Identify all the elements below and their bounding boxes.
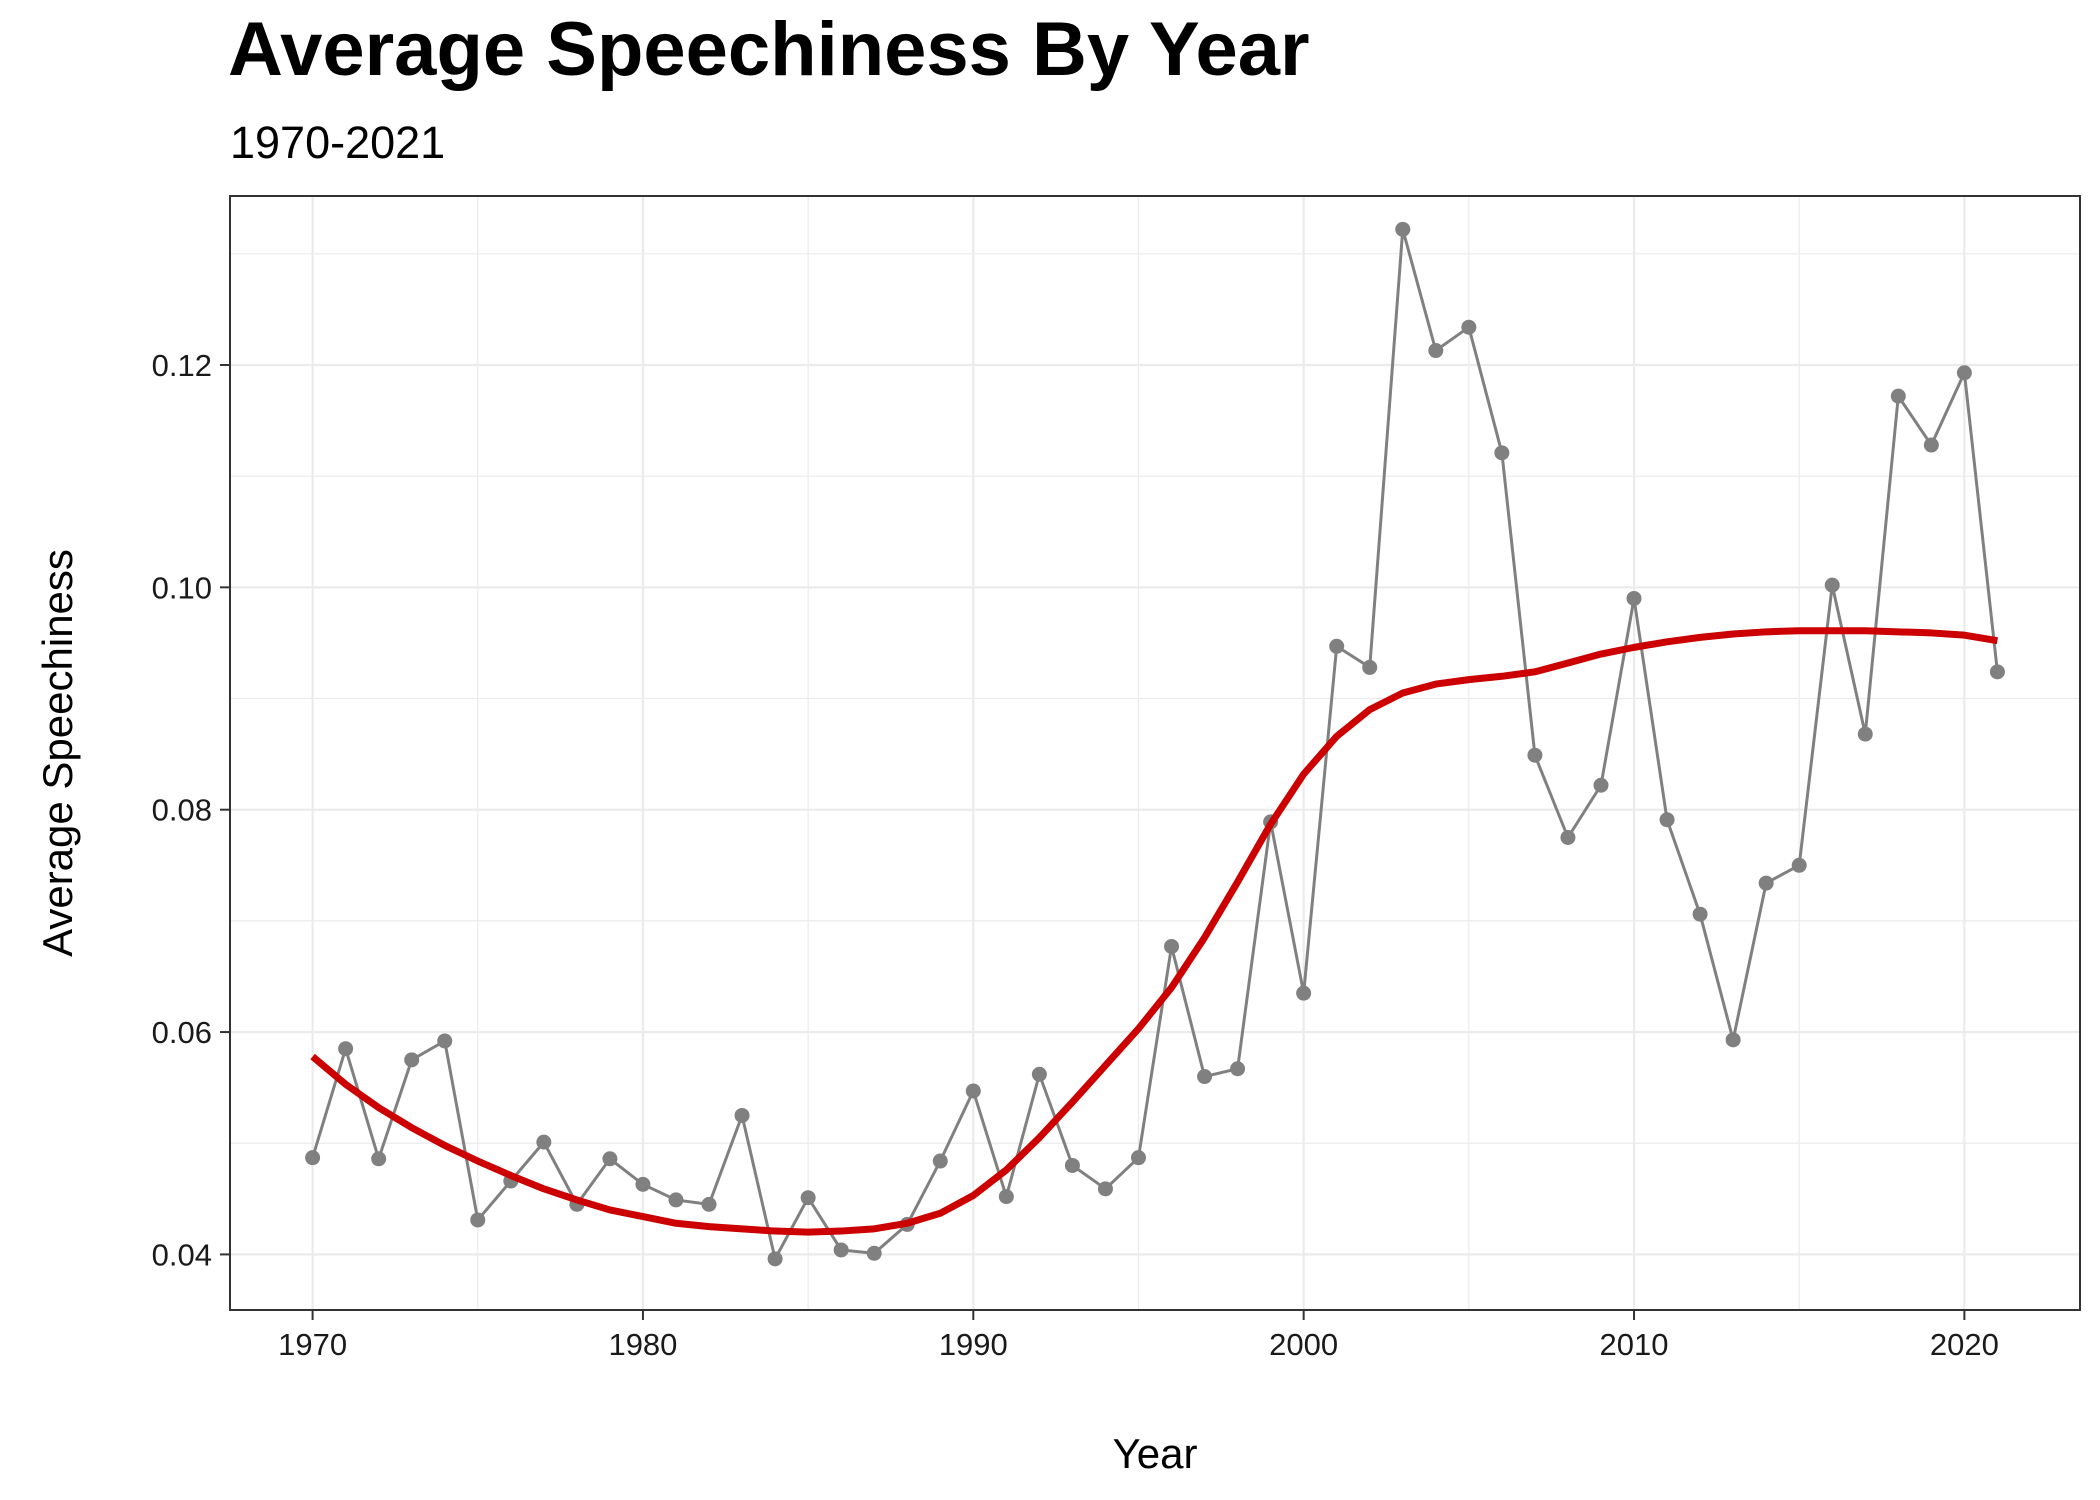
y-tick-label: 0.12 bbox=[152, 348, 212, 383]
data-point bbox=[1031, 1066, 1047, 1082]
data-point bbox=[1758, 875, 1774, 891]
chart-subtitle: 1970-2021 bbox=[230, 117, 446, 168]
data-point bbox=[1395, 221, 1411, 237]
data-point bbox=[470, 1212, 486, 1228]
data-point bbox=[701, 1196, 717, 1212]
data-point bbox=[305, 1150, 321, 1166]
y-axis-ticks: 0.04 0.06 0.08 0.10 0.12 bbox=[152, 348, 230, 1272]
y-tick-label: 0.10 bbox=[152, 570, 212, 605]
y-tick-label: 0.04 bbox=[152, 1237, 212, 1272]
x-tick-label: 1980 bbox=[608, 1327, 677, 1362]
data-point bbox=[1130, 1150, 1146, 1166]
data-point bbox=[866, 1245, 882, 1261]
data-point bbox=[1692, 906, 1708, 922]
data-point bbox=[1923, 437, 1939, 453]
data-point bbox=[1362, 659, 1378, 675]
data-point bbox=[1857, 726, 1873, 742]
data-points bbox=[305, 221, 2005, 1267]
x-tick-label: 1990 bbox=[939, 1327, 1008, 1362]
data-point bbox=[1956, 365, 1972, 381]
x-tick-label: 1970 bbox=[278, 1327, 347, 1362]
data-point bbox=[1329, 638, 1345, 654]
x-tick-label: 2000 bbox=[1269, 1327, 1338, 1362]
data-point bbox=[602, 1151, 618, 1167]
x-tick-label: 2020 bbox=[1930, 1327, 1999, 1362]
y-tick-label: 0.06 bbox=[152, 1015, 212, 1050]
y-tick-label: 0.08 bbox=[152, 793, 212, 828]
data-line bbox=[311, 228, 1999, 1264]
data-point bbox=[437, 1033, 453, 1049]
data-point bbox=[734, 1107, 750, 1123]
data-point bbox=[767, 1251, 783, 1267]
data-point bbox=[1494, 445, 1510, 461]
x-tick-label: 2010 bbox=[1600, 1327, 1669, 1362]
data-point bbox=[1527, 747, 1543, 763]
data-point bbox=[1989, 664, 2005, 680]
data-point bbox=[833, 1242, 849, 1258]
major-gridlines bbox=[230, 196, 2080, 1310]
data-point bbox=[371, 1151, 387, 1167]
data-point bbox=[1791, 857, 1807, 873]
panel-border bbox=[229, 195, 2081, 1311]
data-point bbox=[1164, 938, 1180, 954]
data-point bbox=[1296, 985, 1312, 1001]
data-point bbox=[1230, 1061, 1246, 1077]
data-point bbox=[1725, 1032, 1741, 1048]
data-point bbox=[1097, 1181, 1113, 1197]
x-axis-ticks: 1970 1980 1990 2000 2010 2020 bbox=[278, 1310, 1999, 1362]
data-point bbox=[1626, 590, 1642, 606]
data-point bbox=[998, 1189, 1014, 1205]
chart-title: Average Speechiness By Year bbox=[228, 7, 1310, 92]
data-point bbox=[338, 1041, 354, 1057]
data-point bbox=[1659, 812, 1675, 828]
data-point bbox=[932, 1153, 948, 1169]
plot-panel bbox=[230, 196, 2080, 1310]
data-point bbox=[1560, 829, 1576, 845]
data-point bbox=[1593, 777, 1609, 793]
data-point bbox=[404, 1052, 420, 1068]
data-point bbox=[800, 1190, 816, 1206]
data-point bbox=[1064, 1157, 1080, 1173]
minor-gridlines bbox=[230, 196, 2080, 1310]
data-point bbox=[1461, 319, 1477, 335]
data-point bbox=[965, 1083, 981, 1099]
data-point bbox=[536, 1134, 552, 1150]
y-axis-title: Average Speechiness bbox=[34, 549, 81, 957]
data-point bbox=[1824, 577, 1840, 593]
data-point bbox=[1428, 343, 1444, 359]
data-point bbox=[1890, 388, 1906, 404]
data-point bbox=[1197, 1069, 1213, 1085]
x-axis-title: Year bbox=[1113, 1430, 1198, 1477]
smooth-trend-line bbox=[310, 627, 1998, 1236]
data-point bbox=[668, 1192, 684, 1208]
data-point bbox=[635, 1176, 651, 1192]
